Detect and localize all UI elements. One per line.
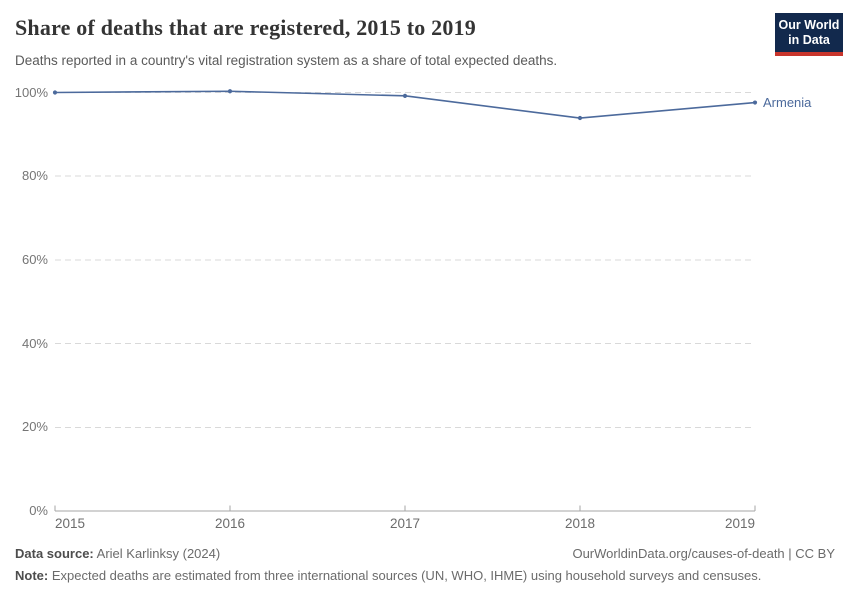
x-axis-tick-label: 2016: [214, 516, 246, 531]
data-point[interactable]: [402, 93, 408, 98]
owid-logo-text-line1: Our World: [778, 18, 840, 32]
data-source-value: Ariel Karlinksy (2024): [96, 546, 221, 561]
page-title: Share of deaths that are registered, 201…: [15, 15, 476, 40]
y-axis-tick-label: 60%: [21, 251, 48, 267]
series-label-armenia[interactable]: Armenia: [763, 94, 812, 110]
data-point[interactable]: [227, 89, 233, 94]
note-line: Note: Expected deaths are estimated from…: [15, 568, 835, 583]
owid-logo-text-line2: in Data: [788, 32, 830, 47]
y-axis-tick-label: 80%: [21, 168, 48, 184]
x-axis-tick-label: 2019: [724, 516, 755, 531]
x-axis-tick-label: 2015: [55, 516, 86, 531]
note-value: Expected deaths are estimated from three…: [51, 568, 762, 583]
x-axis-tick-label: 2017: [389, 516, 421, 531]
data-source-label: Data source:: [15, 546, 94, 561]
note-label: Note:: [15, 568, 49, 583]
owid-logo: Our World in Data: [775, 13, 843, 56]
y-axis-tick-label: 40%: [21, 335, 48, 351]
credit-line: OurWorldinData.org/causes-of-death | CC …: [572, 546, 835, 561]
line-chart-svg[interactable]: [0, 0, 850, 540]
y-axis-tick-label: 0%: [29, 503, 48, 518]
data-point[interactable]: [752, 100, 758, 105]
y-axis-tick-label: 100%: [14, 84, 48, 100]
chart-subtitle: Deaths reported in a country's vital reg…: [15, 53, 558, 68]
y-axis-tick-label: 20%: [21, 419, 48, 435]
data-point[interactable]: [52, 90, 58, 95]
chart-footer: Data source: Ariel Karlinksy (2024) OurW…: [15, 546, 835, 583]
data-point[interactable]: [577, 115, 583, 121]
x-axis-tick-label: 2018: [564, 516, 596, 531]
data-source-line: Data source: Ariel Karlinksy (2024): [15, 546, 220, 561]
